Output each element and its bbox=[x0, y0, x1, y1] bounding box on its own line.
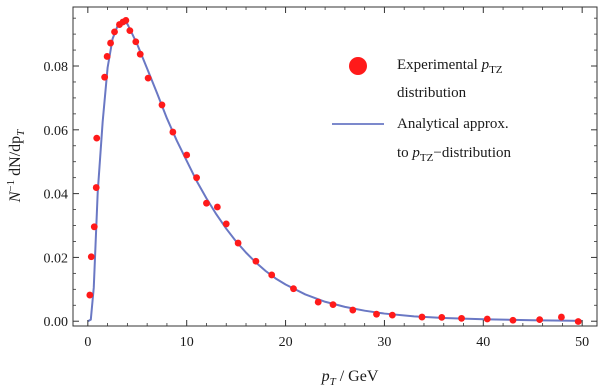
experimental-point bbox=[169, 128, 177, 136]
experimental-point bbox=[183, 151, 191, 159]
experimental-point bbox=[158, 101, 166, 109]
experimental-point bbox=[483, 315, 491, 323]
x-tick-label: 10 bbox=[180, 335, 194, 350]
x-tick-label: 30 bbox=[377, 335, 391, 350]
experimental-point bbox=[111, 28, 118, 36]
experimental-point bbox=[418, 313, 426, 321]
experimental-point bbox=[349, 306, 357, 314]
legend-scatter-marker bbox=[349, 57, 367, 75]
experimental-point bbox=[107, 39, 114, 47]
plot-area bbox=[86, 17, 583, 325]
plot-frame bbox=[72, 6, 598, 327]
experimental-point bbox=[90, 223, 98, 231]
y-tick-label: 0.06 bbox=[44, 124, 69, 139]
experimental-point bbox=[290, 285, 297, 293]
x-tick-label: 50 bbox=[575, 335, 589, 350]
axes: 0 10 20 30 40 50 0.00 0.02 0.04 0.06 0.08 bbox=[44, 6, 598, 350]
experimental-point bbox=[536, 316, 544, 324]
experimental-point bbox=[132, 38, 140, 46]
legend-line-label-line2: to pTZ−distribution bbox=[397, 145, 512, 164]
experimental-point bbox=[122, 17, 130, 24]
experimental-point bbox=[103, 53, 111, 60]
y-tick-label: 0.08 bbox=[44, 60, 69, 75]
experimental-point bbox=[314, 298, 322, 306]
experimental-point bbox=[86, 291, 94, 299]
experimental-point bbox=[87, 253, 95, 261]
legend-scatter-label-line2: distribution bbox=[397, 85, 467, 101]
experimental-point bbox=[222, 220, 230, 228]
experimental-point bbox=[373, 310, 380, 318]
experimental-point bbox=[92, 184, 100, 191]
legend: Experimental pTZ distribution Analytical… bbox=[332, 57, 512, 164]
x-axis-label: pT / GeV bbox=[321, 368, 379, 388]
legend-line-label-line1: Analytical approx. bbox=[397, 116, 509, 132]
experimental-point bbox=[234, 239, 242, 247]
y-tick-label: 0.02 bbox=[44, 251, 69, 266]
experimental-point bbox=[126, 27, 134, 35]
experimental-point bbox=[268, 271, 276, 279]
experimental-point bbox=[438, 313, 446, 321]
legend-scatter-label-line1: Experimental pTZ bbox=[397, 57, 503, 76]
y-axis-label: N−1 dN/dpT bbox=[5, 129, 27, 203]
experimental-point bbox=[388, 311, 396, 319]
experimental-point bbox=[458, 314, 465, 322]
experimental-point bbox=[193, 174, 200, 182]
experimental-point bbox=[509, 316, 517, 324]
experimental-point bbox=[136, 50, 144, 58]
experimental-point bbox=[144, 74, 152, 82]
x-tick-label: 0 bbox=[84, 335, 91, 350]
y-tick-label: 0.00 bbox=[44, 315, 69, 330]
experimental-point bbox=[93, 134, 101, 142]
experimental-point bbox=[101, 73, 109, 81]
experimental-point bbox=[574, 318, 582, 325]
experimental-point bbox=[329, 301, 337, 309]
y-tick-label: 0.04 bbox=[44, 188, 69, 203]
experimental-point bbox=[203, 199, 210, 207]
x-tick-label: 40 bbox=[476, 335, 490, 350]
experimental-point bbox=[213, 203, 221, 211]
experimental-point bbox=[558, 313, 565, 321]
x-tick-label: 20 bbox=[279, 335, 293, 350]
experimental-point bbox=[252, 257, 260, 265]
